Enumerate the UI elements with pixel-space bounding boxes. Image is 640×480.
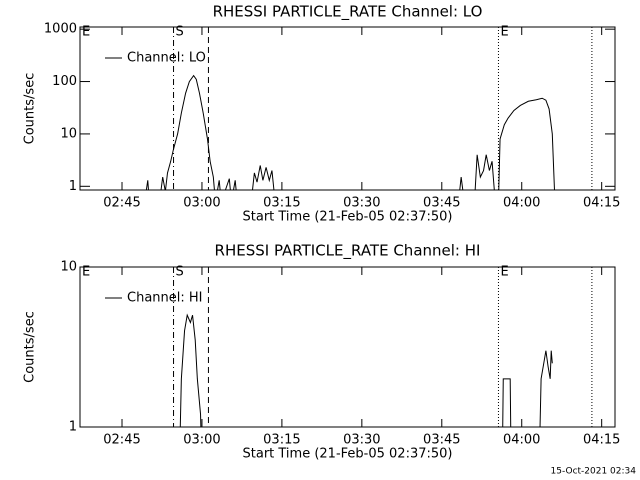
chart-title: RHESSI PARTICLE_RATE Channel: HI bbox=[215, 242, 481, 261]
y-tick-label: 1 bbox=[69, 179, 77, 194]
x-tick-label: 03:30 bbox=[343, 433, 380, 448]
annotation: E bbox=[82, 265, 90, 280]
y-tick-label: 1 bbox=[69, 420, 77, 435]
x-tick-label: 03:15 bbox=[263, 433, 300, 448]
annotation: S bbox=[176, 265, 184, 280]
x-tick-label: 04:00 bbox=[503, 196, 540, 211]
annotation: E bbox=[82, 25, 90, 40]
y-tick-label: 10 bbox=[60, 260, 77, 275]
y-tick-label: 100 bbox=[52, 74, 77, 89]
x-tick-label: 03:45 bbox=[423, 433, 460, 448]
chart-title: RHESSI PARTICLE_RATE Channel: LO bbox=[213, 3, 483, 22]
x-axis-label: Start Time (21-Feb-05 02:37:50) bbox=[243, 210, 453, 225]
y-tick-label: 10 bbox=[60, 126, 77, 141]
annotation: S bbox=[176, 25, 184, 40]
x-tick-label: 03:00 bbox=[183, 196, 220, 211]
x-tick-label: 04:00 bbox=[503, 433, 540, 448]
annotation: E bbox=[500, 25, 508, 40]
x-tick-label: 03:00 bbox=[183, 433, 220, 448]
x-tick-label: 02:45 bbox=[103, 433, 140, 448]
x-tick-label: 04:15 bbox=[583, 433, 620, 448]
x-tick-label: 02:45 bbox=[103, 196, 140, 211]
x-tick-label: 03:30 bbox=[343, 196, 380, 211]
annotation: E bbox=[500, 265, 508, 280]
plot-frame bbox=[79, 266, 616, 428]
data-line bbox=[145, 74, 555, 190]
plot-frame bbox=[79, 26, 616, 191]
data-line bbox=[179, 313, 553, 427]
y-axis-label: Counts/sec bbox=[23, 311, 38, 383]
x-tick-label: 03:15 bbox=[263, 196, 300, 211]
y-tick-label: 1000 bbox=[44, 22, 77, 37]
x-tick-label: 04:15 bbox=[583, 196, 620, 211]
legend-label: Channel: HI bbox=[127, 291, 203, 306]
x-axis-label: Start Time (21-Feb-05 02:37:50) bbox=[243, 447, 453, 462]
x-tick-label: 03:45 bbox=[423, 196, 460, 211]
y-axis-label: Counts/sec bbox=[23, 73, 38, 145]
legend-label: Channel: LO bbox=[127, 51, 206, 66]
footer: 15-Oct-2021 02:34 bbox=[551, 467, 637, 477]
